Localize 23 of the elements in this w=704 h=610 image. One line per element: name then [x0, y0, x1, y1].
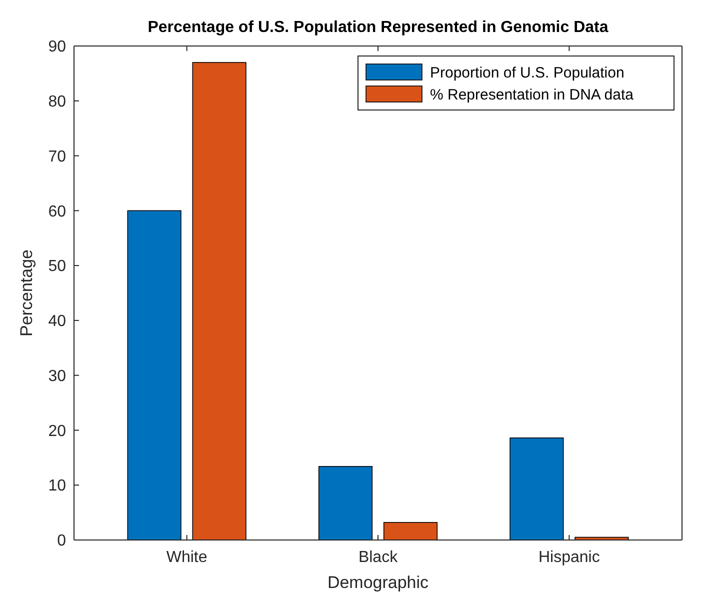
y-tick-label: 50 [48, 258, 66, 276]
bar [383, 522, 438, 540]
legend-label: % Representation in DNA data [430, 86, 634, 104]
y-tick-label: 0 [57, 532, 66, 550]
y-tick-label: 20 [48, 422, 66, 440]
x-tick-label: Black [358, 549, 399, 566]
bar [318, 466, 373, 540]
y-axis-title: Percentage [17, 250, 36, 336]
x-tick-label: Hispanic [538, 549, 600, 566]
chart-title: Percentage of U.S. Population Represented in Genomic Data [148, 19, 608, 36]
y-tick-label: 10 [48, 478, 66, 495]
y-tick-label: 70 [48, 148, 66, 166]
bar [192, 62, 246, 540]
y-tick-label: 90 [48, 38, 66, 56]
legend-label: Proportion of U.S. Population [430, 64, 624, 82]
y-tick-label: 30 [48, 368, 66, 385]
y-tick-label: 40 [48, 313, 66, 330]
x-axis-title: Demographic [327, 573, 430, 592]
y-tick-label: 60 [48, 203, 66, 220]
y-tick-label: 80 [48, 93, 66, 110]
x-tick-label: White [166, 549, 208, 566]
bar [127, 210, 182, 540]
bar [510, 438, 564, 540]
